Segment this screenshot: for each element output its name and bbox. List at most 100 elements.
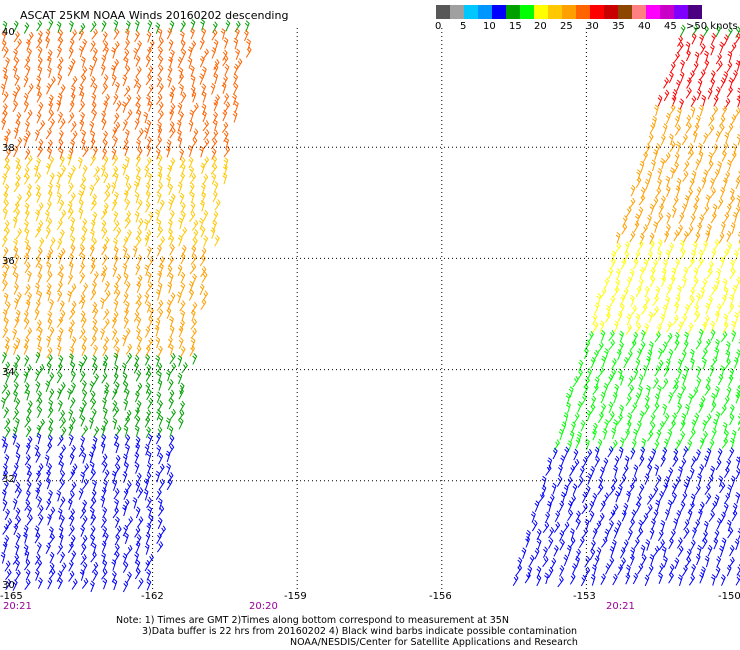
wind-barb [46,462,53,475]
wind-barb [25,425,32,438]
wind-barb [25,130,31,142]
wind-barb [144,234,150,247]
wind-barb [38,514,44,526]
wind-barb [111,470,117,483]
wind-barb [26,244,32,257]
wind-barb [699,501,705,514]
wind-barb [24,252,30,265]
wind-barb [37,263,43,275]
wind-barb [654,440,660,452]
wind-barb [111,559,117,571]
wind-barb [179,83,184,96]
wind-barb [633,428,638,441]
wind-barb [37,406,43,419]
wind-barb [114,516,120,528]
wind-barb [82,226,88,239]
wind-barb [222,172,228,185]
wind-barb [658,563,665,575]
wind-barb [625,323,633,335]
wind-barb [176,119,182,132]
wind-barb [135,293,142,305]
wind-barb [135,263,141,276]
wind-barb [647,463,653,476]
wind-barb [716,517,722,530]
wind-barb [590,465,596,478]
wind-barb [48,388,55,400]
wind-barb [612,392,618,404]
wind-barb [78,445,85,457]
wind-barb [38,120,46,132]
wind-barb [5,578,12,591]
wind-barb [702,278,708,290]
wind-barb [681,313,688,326]
wind-barb [213,72,219,85]
wind-barb [679,98,685,111]
wind-barb [735,276,740,288]
wind-barb [146,337,154,349]
wind-barb [589,548,596,561]
wind-barb [592,383,599,396]
wind-barb [692,527,697,539]
wind-barb [37,272,43,284]
wind-barb [654,187,662,199]
wind-barb [736,195,740,207]
wind-barb [719,482,726,494]
wind-barb [178,337,184,349]
wind-barb [104,46,109,58]
wind-barb [158,256,165,268]
wind-barb [633,464,639,477]
wind-barb [629,268,635,281]
wind-barb [34,226,42,238]
wind-barb [15,337,21,349]
wind-barb [654,365,661,377]
wind-barb [15,507,21,520]
wind-barb [36,335,42,347]
wind-barb [56,344,62,357]
wind-barb [102,506,108,519]
wind-barb [157,46,164,59]
wind-barb [169,234,175,247]
wind-barb [638,194,646,206]
wind-barb [24,148,31,160]
wind-barb [59,417,67,429]
wind-barb [13,181,20,193]
lat-label: 40 [2,27,15,38]
wind-barb [13,371,20,383]
wind-barb [35,351,41,364]
wind-barb [663,412,670,425]
wind-barb [677,367,683,380]
wind-barb [613,527,619,539]
wind-barb [567,500,573,513]
wind-barb [641,438,647,450]
wind-barb [641,303,648,315]
wind-barb [649,203,655,216]
wind-barb [617,368,623,381]
wind-barb [27,83,34,95]
wind-barb [2,20,8,33]
wind-barb [676,141,681,153]
wind-barb [23,343,29,355]
wind-barb [589,510,595,523]
wind-barb [677,358,683,371]
wind-barb [101,487,107,499]
wind-barb [715,411,721,423]
wind-barb [37,577,43,589]
wind-barb [90,101,97,113]
wind-barb [655,323,662,336]
wind-barb [26,505,32,518]
wind-barb [666,332,673,344]
wind-barb [0,83,6,96]
wind-barb [202,156,210,168]
wind-barb [112,578,118,591]
wind-barb [561,421,567,434]
wind-barb [23,75,29,88]
wind-barb [49,298,55,311]
wind-barb [157,308,164,320]
wind-barb [81,451,87,464]
wind-barb [653,509,659,521]
wind-barb [70,550,77,562]
wind-barb [0,552,6,564]
wind-barb [115,81,120,94]
wind-barb [135,55,141,67]
wind-barb [88,417,94,430]
